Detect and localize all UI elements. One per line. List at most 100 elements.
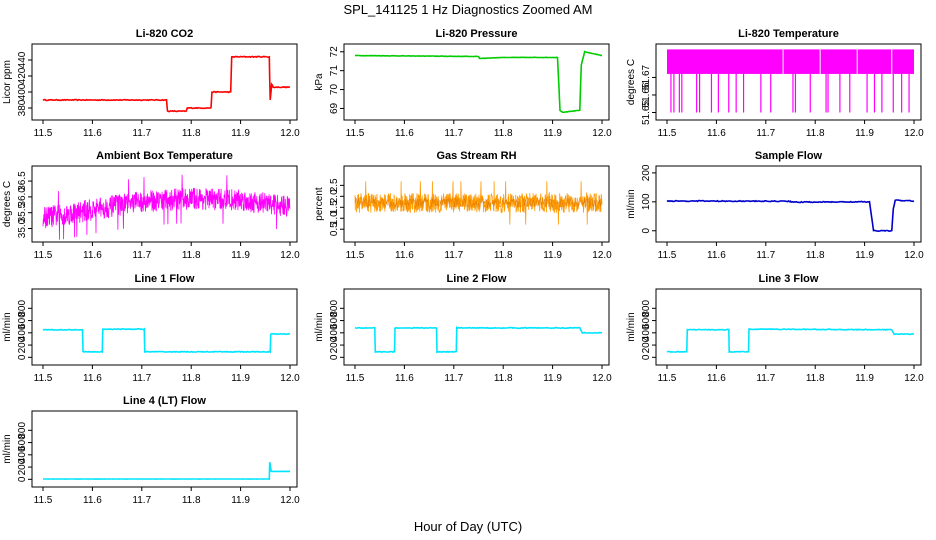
x-tick-label: 12.0 xyxy=(280,373,300,384)
y-axis-label: ml/min xyxy=(626,189,637,218)
x-tick-label: 12.0 xyxy=(592,250,612,261)
x-tick-label: 11.9 xyxy=(231,250,250,261)
y-tick-label: 400 xyxy=(17,83,28,100)
x-tick-label: 11.7 xyxy=(444,250,463,261)
x-tick-label: 12.0 xyxy=(904,128,924,139)
y-tick-label: 51.65 xyxy=(641,100,652,125)
x-tick-label: 11.9 xyxy=(543,373,562,384)
y-axis-label: ml/min xyxy=(2,312,13,341)
x-tick-label: 11.7 xyxy=(132,250,151,261)
y-tick-label: 200 xyxy=(17,458,28,475)
x-tick-label: 11.7 xyxy=(756,250,775,261)
x-tick-label: 11.5 xyxy=(658,128,677,139)
x-tick-label: 12.0 xyxy=(904,373,924,384)
y-tick-label: 51.66 xyxy=(641,82,652,107)
y-tick-label: 200 xyxy=(17,336,28,353)
x-tick-label: 11.6 xyxy=(83,128,102,139)
y-tick-label: 0 xyxy=(329,354,340,360)
y-axis-label: ml/min xyxy=(314,312,325,341)
y-tick-label: 600 xyxy=(329,312,340,329)
y-tick-label: 100 xyxy=(641,193,652,210)
y-tick-label: 36.0 xyxy=(17,187,28,207)
y-tick-label: 51.67 xyxy=(641,64,652,89)
series-line xyxy=(666,328,915,354)
y-axis-label: Licor ppm xyxy=(2,60,13,104)
y-tick-label: 2.0 xyxy=(329,189,340,203)
x-tick-label: 11.6 xyxy=(83,373,102,384)
x-tick-label: 11.5 xyxy=(346,128,365,139)
y-tick-label: 400 xyxy=(641,324,652,341)
plot-frame xyxy=(343,165,610,243)
series-line xyxy=(42,327,291,354)
x-tick-label: 11.6 xyxy=(707,128,726,139)
y-tick-label: 35.5 xyxy=(17,203,28,223)
y-tick-label: 72 xyxy=(329,46,340,58)
plot-frame xyxy=(655,165,922,243)
y-tick-label: 200 xyxy=(641,336,652,353)
x-tick-label: 11.7 xyxy=(756,128,775,139)
plot-frame xyxy=(31,410,298,488)
x-tick-label: 11.9 xyxy=(855,250,874,261)
panel-4: Ambient Box Temperature 11.5 11.6 11.7 11.8 1… xyxy=(2,150,300,261)
x-tick-label: 11.8 xyxy=(806,373,825,384)
x-tick-label: 11.9 xyxy=(855,128,874,139)
y-tick-label: 800 xyxy=(641,300,652,317)
x-tick-label: 11.6 xyxy=(707,250,726,261)
x-tick-label: 11.5 xyxy=(658,373,677,384)
figure-title: SPL_141125 1 Hz Diagnostics Zoomed AM xyxy=(343,2,592,17)
panel-title: Li-820 CO2 xyxy=(136,28,193,40)
series-line xyxy=(42,174,291,240)
y-tick-label: 600 xyxy=(17,312,28,329)
series-band xyxy=(667,49,914,74)
y-tick-label: 800 xyxy=(17,300,28,317)
x-tick-label: 11.7 xyxy=(444,128,463,139)
x-tick-label: 11.5 xyxy=(34,250,53,261)
y-tick-label: 380 xyxy=(17,99,28,116)
y-axis-label: ml/min xyxy=(626,312,637,341)
panel-5: Gas Stream RH 11.5 11.6 11.7 11.8 11.9 12.0 0.5… xyxy=(314,150,612,261)
x-tick-label: 11.5 xyxy=(34,128,53,139)
panel-8: Line 2 Flow 11.5 11.6 11.7 11.8 11.9 12.0 02004… xyxy=(314,273,612,384)
x-tick-label: 11.8 xyxy=(494,128,513,139)
y-tick-label: 71 xyxy=(329,65,340,77)
x-tick-label: 11.6 xyxy=(83,495,102,506)
plot-frame xyxy=(343,288,610,366)
panel-title: Line 3 Flow xyxy=(759,273,819,285)
figure-x-axis-label: Hour of Day (UTC) xyxy=(414,519,522,534)
x-tick-label: 11.8 xyxy=(494,373,513,384)
y-tick-label: 70 xyxy=(329,84,340,96)
x-tick-label: 11.5 xyxy=(34,495,53,506)
panel-title: Gas Stream RH xyxy=(436,150,516,162)
x-tick-label: 11.9 xyxy=(543,250,562,261)
x-tick-label: 11.8 xyxy=(182,495,201,506)
panel-2: Li-820 Pressure 11.5 11.6 11.7 11.8 11.9 12.0 6… xyxy=(314,28,612,139)
y-axis-label: percent xyxy=(314,187,325,221)
plot-frame xyxy=(31,165,298,243)
panel-title: Ambient Box Temperature xyxy=(96,150,233,162)
y-tick-label: 69 xyxy=(329,102,340,114)
x-tick-label: 12.0 xyxy=(592,373,612,384)
x-tick-label: 11.9 xyxy=(231,373,250,384)
x-tick-label: 11.9 xyxy=(543,128,562,139)
panel-title: Line 4 (LT) Flow xyxy=(123,395,206,407)
plot-frame xyxy=(655,288,922,366)
series-line-accent xyxy=(354,197,603,209)
y-tick-label: 200 xyxy=(641,164,652,181)
plot-frame xyxy=(655,43,922,121)
panel-title: Line 2 Flow xyxy=(447,273,507,285)
x-tick-label: 11.8 xyxy=(494,250,513,261)
x-tick-label: 11.5 xyxy=(346,250,365,261)
plot-frame xyxy=(343,43,610,121)
x-tick-label: 11.5 xyxy=(346,373,365,384)
y-tick-label: 600 xyxy=(17,434,28,451)
x-tick-label: 12.0 xyxy=(904,250,924,261)
panel-3: Li-820 Temperature 11.5 11.6 11.7 11.8 11.9 12… xyxy=(626,28,924,139)
y-tick-label: 600 xyxy=(641,312,652,329)
y-tick-label: 440 xyxy=(17,51,28,68)
x-tick-label: 11.8 xyxy=(182,128,201,139)
y-tick-label: 1.0 xyxy=(329,211,340,225)
y-tick-label: 400 xyxy=(17,324,28,341)
y-tick-label: 400 xyxy=(329,324,340,341)
